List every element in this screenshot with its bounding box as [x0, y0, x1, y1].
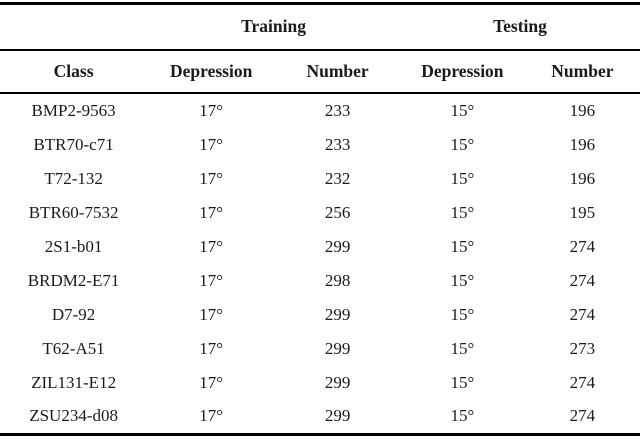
class-cell: T72-132: [44, 169, 103, 189]
training-depression-cell: 17°: [199, 135, 224, 155]
testing-depression-cell: 15°: [450, 406, 475, 426]
table-row: BTR70-c71 17° 233 15° 196: [0, 128, 640, 162]
group-header-empty: [0, 3, 148, 51]
class-cell: ZIL131-E12: [31, 372, 117, 392]
training-number-cell: 299: [324, 406, 351, 426]
training-depression-cell: 17°: [199, 372, 224, 392]
testing-number-cell: 196: [569, 101, 596, 121]
training-number-cell: 299: [324, 338, 351, 358]
column-header-row: Class Depression Number Depression Numbe…: [0, 50, 640, 94]
training-number-cell: 233: [324, 101, 351, 121]
table-body: BMP2-9563 17° 233 15° 196 BTR70-c71 17° 233 15° 1…: [0, 93, 640, 434]
training-depression-cell: 17°: [199, 169, 224, 189]
testing-number-cell: 274: [569, 304, 596, 324]
training-number-cell: 299: [324, 304, 351, 324]
class-cell: BTR70-c71: [33, 135, 114, 155]
testing-depression-cell: 15°: [450, 304, 475, 324]
table-row: 2S1-b01 17° 299 15° 274: [0, 230, 640, 264]
training-depression-cell: 17°: [199, 203, 224, 223]
training-depression-cell: 17°: [199, 406, 224, 426]
testing-depression-cell: 15°: [450, 203, 475, 223]
testing-number-cell: 274: [569, 372, 596, 392]
testing-number-cell: 196: [569, 169, 596, 189]
training-number-cell: 256: [324, 203, 351, 223]
column-header-training-number: Number: [275, 50, 400, 94]
testing-depression-cell: 15°: [450, 169, 475, 189]
training-number-cell: 298: [324, 270, 351, 290]
table-row: T62-A51 17° 299 15° 273: [0, 331, 640, 365]
class-cell: ZSU234-d08: [29, 406, 118, 426]
table-row: BMP2-9563 17° 233 15° 196: [0, 93, 640, 128]
class-cell: T62-A51: [42, 338, 105, 358]
testing-number-cell: 274: [569, 237, 596, 256]
table-row: ZIL131-E12 17° 299 15° 274: [0, 365, 640, 399]
training-depression-cell: 17°: [199, 338, 224, 358]
training-number-cell: 299: [324, 372, 351, 392]
column-header-testing-depression: Depression: [399, 50, 525, 94]
column-header-class: Class: [0, 50, 148, 94]
column-header-testing-number: Number: [524, 50, 640, 94]
training-number-cell: 299: [324, 237, 351, 256]
class-cell: BMP2-9563: [31, 101, 116, 121]
table-row: D7-92 17° 299 15° 274: [0, 297, 640, 331]
testing-depression-cell: 15°: [450, 372, 475, 392]
testing-number-cell: 196: [569, 135, 596, 155]
training-depression-cell: 17°: [199, 304, 224, 324]
dataset-split-table: Training Testing Class Depression Number…: [0, 2, 640, 436]
class-cell: D7-92: [51, 304, 96, 324]
testing-depression-cell: 15°: [450, 270, 475, 290]
testing-number-cell: 195: [569, 203, 596, 223]
training-depression-cell: 17°: [199, 270, 224, 290]
group-header-row: Training Testing: [0, 3, 640, 51]
group-header-testing: Testing: [399, 3, 640, 51]
table-row: BRDM2-E71 17° 298 15° 274: [0, 263, 640, 297]
testing-number-cell: 274: [569, 270, 596, 290]
class-cell: BTR60-7532: [28, 203, 119, 223]
table-header: Training Testing Class Depression Number…: [0, 3, 640, 94]
training-depression-cell: 17°: [199, 101, 224, 121]
testing-number-cell: 274: [569, 406, 596, 426]
training-number-cell: 233: [324, 135, 351, 155]
testing-depression-cell: 15°: [450, 338, 475, 358]
testing-depression-cell: 15°: [450, 135, 475, 155]
table-row: ZSU234-d08 17° 299 15° 274: [0, 399, 640, 434]
testing-depression-cell: 15°: [450, 237, 475, 256]
group-header-training: Training: [147, 3, 400, 51]
column-header-training-depression: Depression: [147, 50, 276, 94]
table-row: T72-132 17° 232 15° 196: [0, 162, 640, 196]
testing-number-cell: 273: [569, 338, 596, 358]
testing-depression-cell: 15°: [450, 101, 475, 121]
training-depression-cell: 17°: [199, 237, 224, 256]
class-cell: BRDM2-E71: [27, 270, 120, 290]
table-row: BTR60-7532 17° 256 15° 195: [0, 196, 640, 230]
class-cell: 2S1-b01: [44, 237, 103, 256]
training-number-cell: 232: [324, 169, 351, 189]
